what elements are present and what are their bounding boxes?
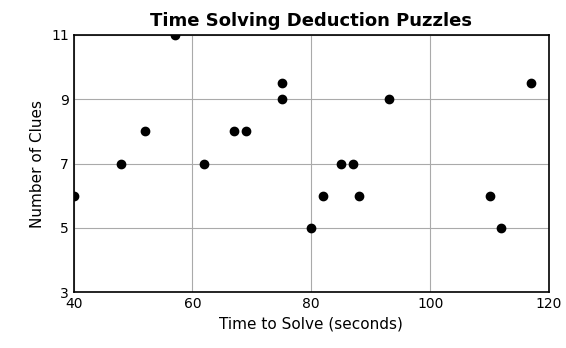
Point [485,193,494,198]
Point [242,129,251,134]
Y-axis label: Number of Clues: Number of Clues [31,100,45,228]
Point [349,161,358,166]
X-axis label: Time to Solve (seconds): Time to Solve (seconds) [220,317,403,332]
Point [384,96,393,102]
Point [200,161,209,166]
Point [526,80,535,86]
Point [277,96,286,102]
Point [497,225,506,231]
Point [170,32,179,38]
Point [69,193,78,198]
Point [319,193,328,198]
Point [307,225,316,231]
Point [230,129,239,134]
Title: Time Solving Deduction Puzzles: Time Solving Deduction Puzzles [151,13,472,31]
Point [336,161,345,166]
Point [354,193,363,198]
Point [117,161,126,166]
Point [277,80,286,86]
Point [140,129,149,134]
